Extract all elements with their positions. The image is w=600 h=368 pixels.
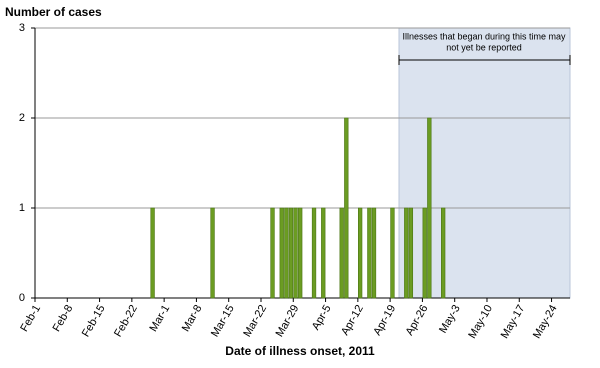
- bar: [284, 207, 289, 299]
- bar: [293, 207, 298, 299]
- x-tick-label: May-3: [437, 303, 463, 335]
- y-tick-label: 2: [19, 112, 25, 124]
- x-tick-label: Mar-1: [147, 303, 172, 334]
- x-tick-label: Feb-15: [80, 303, 108, 339]
- x-tick-label: May-17: [499, 303, 528, 341]
- x-tick-label: Apr-19: [371, 303, 398, 338]
- bar: [339, 207, 344, 299]
- bar: [279, 207, 284, 299]
- x-tick-label: Feb-8: [51, 303, 76, 334]
- bar: [371, 207, 377, 299]
- x-tick-label: Feb-22: [112, 303, 140, 339]
- x-tick-label: Apr-12: [339, 303, 366, 338]
- bar: [298, 207, 303, 299]
- bar: [390, 207, 395, 299]
- bar: [422, 207, 427, 299]
- x-axis-title: Date of illness onset, 2011: [225, 344, 375, 358]
- bar: [367, 207, 372, 299]
- x-tick-label: May-10: [466, 303, 495, 341]
- annotation: not yet be reported: [446, 42, 522, 52]
- x-tick-label: Apr-26: [404, 303, 431, 338]
- bar: [321, 207, 326, 299]
- x-tick-label: May-24: [531, 303, 560, 341]
- bar: [311, 207, 317, 299]
- x-tick-label: Mar-29: [274, 303, 302, 339]
- bar: [270, 207, 275, 299]
- x-tick-label: Mar-8: [180, 303, 205, 334]
- bar: [427, 117, 432, 299]
- bar: [150, 207, 155, 299]
- annotation: Illnesses that began during this time ma…: [402, 31, 566, 41]
- y-tick-label: 0: [19, 292, 25, 304]
- x-tick-label: Mar-15: [209, 303, 237, 339]
- y-tick-label: 3: [19, 22, 25, 34]
- x-tick-label: Apr-5: [310, 303, 334, 332]
- bar: [441, 207, 446, 299]
- bar: [404, 207, 409, 299]
- bar: [344, 117, 349, 299]
- bar: [358, 207, 363, 299]
- x-tick-label: Mar-22: [241, 303, 269, 339]
- chart-title: Number of cases: [5, 5, 102, 19]
- bar: [408, 207, 414, 299]
- bar: [210, 207, 215, 299]
- annotation-bracket: [398, 55, 571, 65]
- bar: [288, 207, 294, 299]
- x-tick-label: Feb-1: [18, 303, 43, 334]
- y-tick-label: 1: [19, 202, 25, 214]
